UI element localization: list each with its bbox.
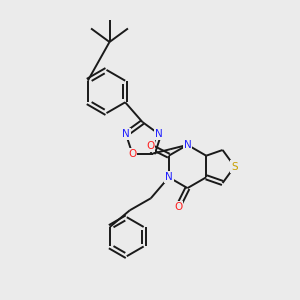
- Text: O: O: [128, 148, 136, 159]
- Text: S: S: [231, 161, 238, 172]
- Text: O: O: [174, 202, 182, 212]
- Text: N: N: [165, 172, 173, 182]
- Text: O: O: [146, 141, 154, 151]
- Text: N: N: [122, 129, 130, 139]
- Text: N: N: [184, 140, 191, 150]
- Text: N: N: [155, 129, 163, 139]
